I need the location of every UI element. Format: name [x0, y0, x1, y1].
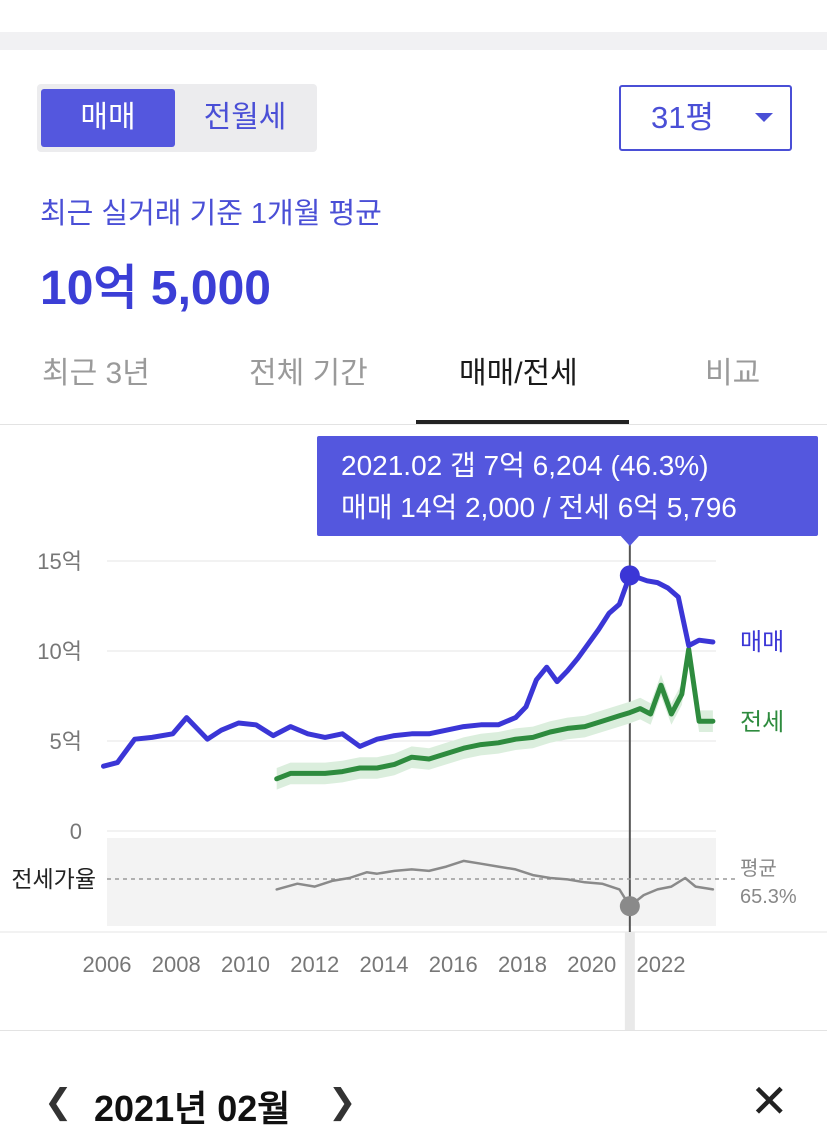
price-chart[interactable]: 15억 10억 5억 0 2006 2008 2010 2012 2014 2016 2018 202… — [0, 0, 827, 1040]
tab-compare[interactable]: 비교 — [705, 357, 761, 390]
chart-tooltip: 2021.02 갭 7억 6,204 (46.3%) 매매 14억 2,000 … — [317, 436, 818, 536]
x-tick-label: 2016 — [429, 952, 478, 977]
sale-tab-button[interactable]: 매매 — [41, 89, 175, 147]
y-tick-label: 5억 — [50, 729, 82, 754]
sale-series-label: 매매 — [740, 629, 784, 656]
caret-down-icon — [755, 113, 773, 122]
ratio-average-label: 평균 — [740, 857, 777, 880]
selected-month-label: 2021년 02월 — [94, 1088, 291, 1129]
x-tick-label: 2006 — [83, 952, 132, 977]
y-tick-label: 15억 — [37, 549, 82, 574]
y-tick-label: 10억 — [37, 639, 82, 664]
tooltip-line-gap: 2021.02 갭 7억 6,204 (46.3%) — [341, 450, 709, 481]
x-tick-label: 2008 — [152, 952, 201, 977]
x-tick-label: 2020 — [567, 952, 616, 977]
x-tick-label: 2010 — [221, 952, 270, 977]
y-tick-label: 0 — [70, 819, 82, 844]
top-strip — [0, 32, 827, 50]
tab-recent-3y[interactable]: 최근 3년 — [42, 357, 150, 390]
jeonse-series-label: 전세 — [740, 709, 784, 736]
size-select[interactable]: 31평 — [619, 85, 792, 151]
next-month-button[interactable]: ❯ — [328, 1083, 357, 1121]
prev-month-button[interactable]: ❮ — [44, 1083, 73, 1121]
ratio-line — [275, 859, 715, 908]
deal-type-toggle: 매매 전월세 — [37, 84, 317, 152]
chart-bottom-divider — [0, 1030, 827, 1031]
avg-price: 10억 5,000 — [40, 262, 272, 315]
tab-sale-jeonse[interactable]: 매매/전세 — [459, 357, 578, 390]
selected-ratio-point — [619, 896, 640, 917]
avg-subtitle: 최근 실거래 기준 1개월 평균 — [40, 198, 382, 230]
rent-tab-button[interactable]: 전월세 — [203, 101, 287, 134]
x-tick-label: 2022 — [637, 952, 686, 977]
active-tab-indicator — [416, 420, 629, 424]
sale-line — [101, 572, 716, 769]
tooltip-pointer — [619, 535, 640, 546]
x-tick-label: 2012 — [290, 952, 339, 977]
x-tick-label: 2014 — [360, 952, 409, 977]
selection-band — [624, 932, 635, 1030]
jeonse-line — [274, 646, 716, 782]
selected-sale-point — [619, 565, 640, 586]
tab-all-period[interactable]: 전체 기간 — [249, 357, 368, 390]
close-icon[interactable]: ✕ — [750, 1075, 789, 1127]
x-tick-label: 2018 — [498, 952, 547, 977]
ratio-label: 전세가율 — [11, 866, 96, 892]
tooltip-line-prices: 매매 14억 2,000 / 전세 6억 5,796 — [341, 492, 737, 523]
ratio-panel-bg — [107, 838, 716, 926]
size-select-value: 31평 — [651, 100, 715, 135]
tabs-divider — [0, 424, 827, 425]
ratio-average-value: 65.3% — [740, 886, 797, 908]
